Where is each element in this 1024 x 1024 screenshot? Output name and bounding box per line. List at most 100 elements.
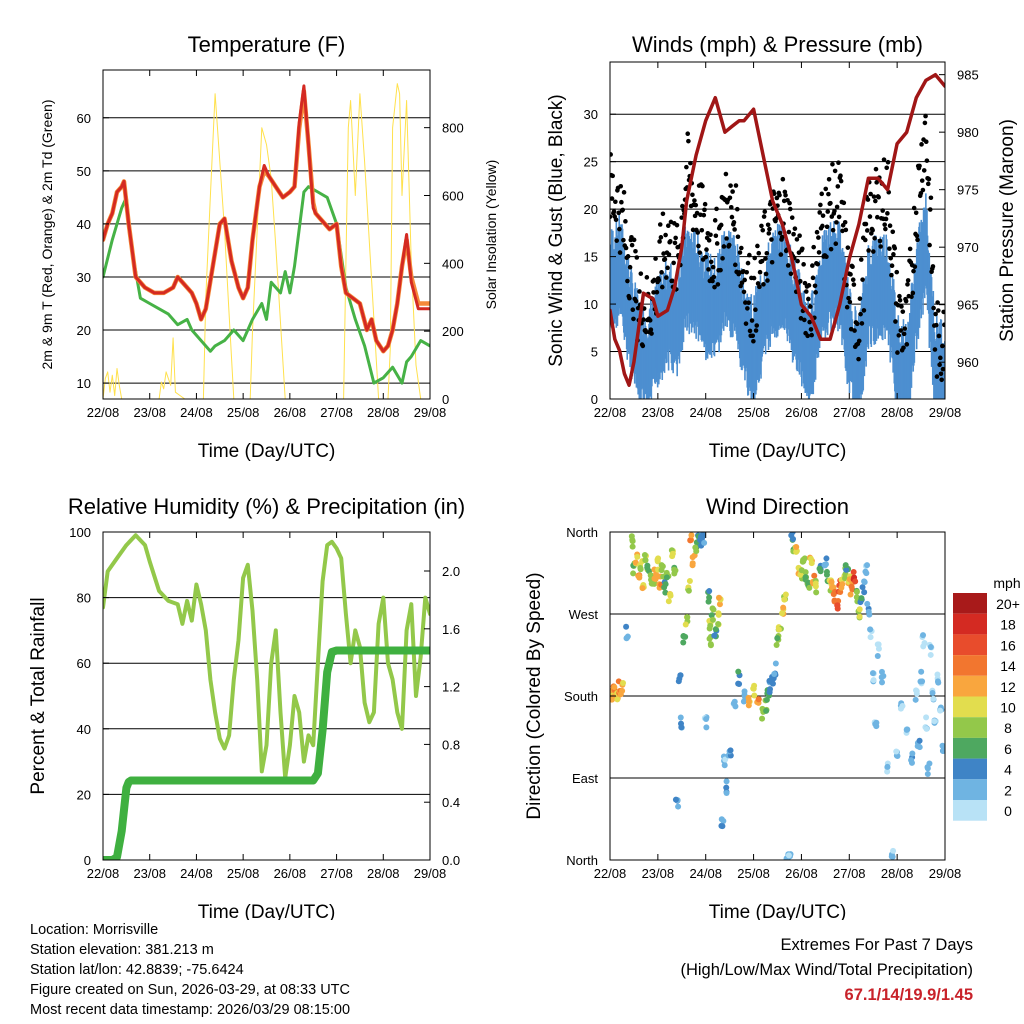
gust-point [833,241,839,247]
station-latlon: Station lat/lon: 42.8839; -75.6424 [30,962,244,978]
gust-point [927,242,932,248]
gust-point [708,259,714,265]
y-tick-label: 10 [77,376,91,391]
direction-point [642,557,649,564]
y-tick-label: North [566,525,598,540]
station-info: Location: Morrisville Station elevation:… [30,920,350,1020]
direction-point [637,565,644,572]
gust-point [873,166,879,172]
gust-point [830,227,836,233]
gust-point [672,240,678,246]
direction-point [884,763,891,770]
gust-point [665,265,670,271]
gust-point [867,214,873,219]
gust-point [835,184,841,189]
direction-point [614,696,621,703]
gust-point [933,311,938,317]
gust-point [753,307,758,312]
gust-point [680,203,685,209]
gust-point [752,255,758,261]
gust-point [836,160,841,166]
direction-point [864,600,871,607]
y-tick-label: South [564,689,598,704]
y-tick-label: 50 [77,164,91,179]
gust-point [816,250,822,255]
y-tick-label: 40 [77,722,91,737]
gust-point [832,168,838,174]
gust-point [706,238,712,243]
direction-point [630,570,637,577]
gust-point [896,333,902,338]
gust-point [932,347,938,352]
direction-point [859,584,866,591]
gust-point [824,224,830,230]
gust-point [621,237,626,243]
gust-point [895,350,900,355]
gust-point [817,210,823,215]
gust-point [777,230,783,236]
direction-point [703,724,710,731]
gust-point [765,222,771,228]
gust-point [641,317,646,322]
direction-point [939,742,945,749]
direction-point [730,700,737,707]
station-location: Location: Morrisville [30,922,159,938]
y-tick-right-label: 800 [442,121,464,136]
direction-point [866,611,873,618]
y-tick-label: 5 [591,345,598,360]
direction-point [802,569,809,576]
y-axis-right-label: Station Pressure (Maroon) [997,119,1018,342]
x-tick-label: 27/08 [833,405,866,420]
gust-point [778,252,784,257]
gust-point [933,322,939,328]
gust-point [882,222,887,227]
plot-area [610,532,945,860]
figure-created: Figure created on Sun, 2026-03-29, at 08… [30,982,350,998]
y-tick-right-label: 0.0 [442,853,460,868]
gust-point [888,255,894,261]
direction-point [920,632,927,639]
gust-point [883,216,889,222]
direction-point [927,651,934,658]
pressure-line [610,72,945,387]
gust-point [763,271,769,277]
direction-point [687,537,694,544]
y-tick-right-label: 0.4 [442,795,460,810]
direction-point [931,718,938,725]
panel-wind_direction: 22/08 23/08 24/08 25/08 26/08 27/08 28/08 29/08… [524,494,1021,920]
gust-point [635,305,641,311]
gust-point [625,254,631,259]
gust-point [901,345,906,351]
gust-point [743,321,749,326]
gust-point [611,209,617,214]
x-tick-label: 27/08 [320,866,353,881]
x-tick-label: 23/08 [133,405,166,420]
direction-point [878,674,885,681]
direction-point [716,601,723,608]
direction-point [852,578,859,585]
gust-point [714,206,719,212]
gust-point [723,171,729,177]
direction-point [774,635,781,642]
y-tick-label: 30 [77,270,91,285]
x-tick-label: 27/08 [833,866,866,881]
chart-title: Winds (mph) & Pressure (mb) [632,32,923,57]
direction-point [623,635,630,642]
gust-point [818,202,823,208]
gust-point [610,152,613,157]
gust-point [766,231,772,236]
gust-point [866,248,871,253]
legend-swatch [953,717,987,738]
legend-label: 12 [1000,679,1016,695]
gust-point [838,173,843,179]
x-tick-label: 28/08 [367,405,400,420]
y-tick-label: West [569,607,599,622]
gust-point [841,200,847,206]
gust-point [764,250,770,256]
gust-point [703,254,709,260]
direction-point [924,764,931,771]
direction-point [874,653,881,660]
gust-point [858,257,864,262]
gust-point [789,215,795,220]
gust-point [794,237,800,242]
